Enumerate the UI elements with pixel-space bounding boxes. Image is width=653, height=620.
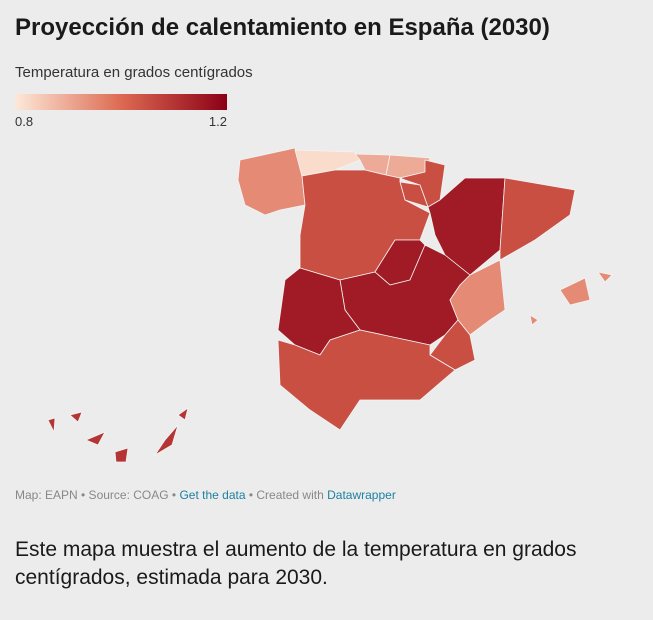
legend-max: 1.2	[208, 114, 227, 129]
region	[299, 169, 431, 281]
region	[499, 177, 576, 261]
region	[47, 407, 189, 463]
source: Map: EAPN • Source: COAG •	[15, 488, 177, 502]
subtitle: Temperatura en grados centígrados	[15, 64, 253, 81]
legend-bar	[15, 94, 227, 110]
region	[294, 149, 361, 177]
created: • Created with	[248, 488, 324, 502]
data-link[interactable]: Get the data	[179, 488, 246, 502]
description: Este mapa muestra el aumento de la tempe…	[15, 538, 577, 589]
map	[15, 94, 613, 463]
tool-link[interactable]: Datawrapper	[327, 488, 396, 502]
legend-min: 0.8	[15, 114, 34, 129]
region	[237, 147, 306, 216]
region	[277, 329, 456, 431]
title: Proyección de calentamiento en España (2…	[15, 14, 550, 41]
region	[529, 271, 613, 326]
footer: Map: EAPN • Source: COAG • Get the data …	[15, 488, 396, 502]
